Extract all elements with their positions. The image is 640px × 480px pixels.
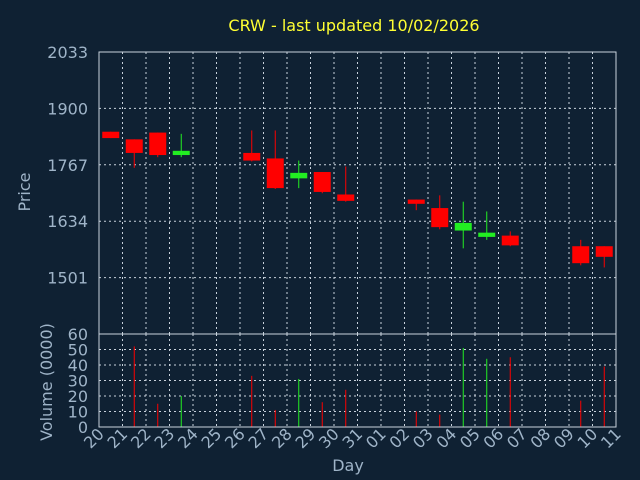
candle-body [125, 139, 143, 153]
x-tick-label: 11 [597, 424, 625, 452]
price-tick-label: 1501 [47, 269, 88, 288]
candle-body [595, 246, 613, 257]
volume-tick-label: 0 [78, 418, 88, 437]
price-panel: 2033 1900 1767 1634 1501 [47, 43, 617, 335]
candle-body [102, 131, 120, 139]
candle-body [501, 235, 519, 246]
candle-body [243, 152, 261, 161]
price-tick-label: 2033 [47, 43, 88, 62]
volume-tick-label: 60 [68, 325, 88, 344]
candle-body [149, 132, 167, 156]
volume-plot-border [98, 333, 617, 428]
price-axis-label: Price [15, 172, 34, 211]
candle-body [572, 246, 590, 264]
candle-body [290, 172, 308, 179]
volume-tick-label: 30 [68, 372, 88, 391]
x-axis-label: Day [332, 456, 364, 475]
chart-title: CRW - last updated 10/02/2026 [228, 16, 479, 35]
candle-body [454, 222, 472, 231]
volume-axis-label: Volume (0000) [37, 323, 56, 441]
volume-tick-label: 10 [68, 403, 88, 422]
volume-tick-label: 20 [68, 387, 88, 406]
candle-body [266, 158, 284, 189]
price-tick-label: 1634 [47, 212, 88, 231]
candle-body [337, 194, 355, 201]
candle-body [313, 172, 331, 192]
candle-body [407, 199, 425, 204]
volume-tick-label: 40 [68, 356, 88, 375]
candle-body [172, 150, 190, 156]
price-tick-label: 1767 [47, 156, 88, 175]
candle-body [431, 208, 449, 228]
candle-body [478, 232, 496, 237]
price-tick-label: 1900 [47, 99, 88, 118]
volume-tick-label: 50 [68, 341, 88, 360]
